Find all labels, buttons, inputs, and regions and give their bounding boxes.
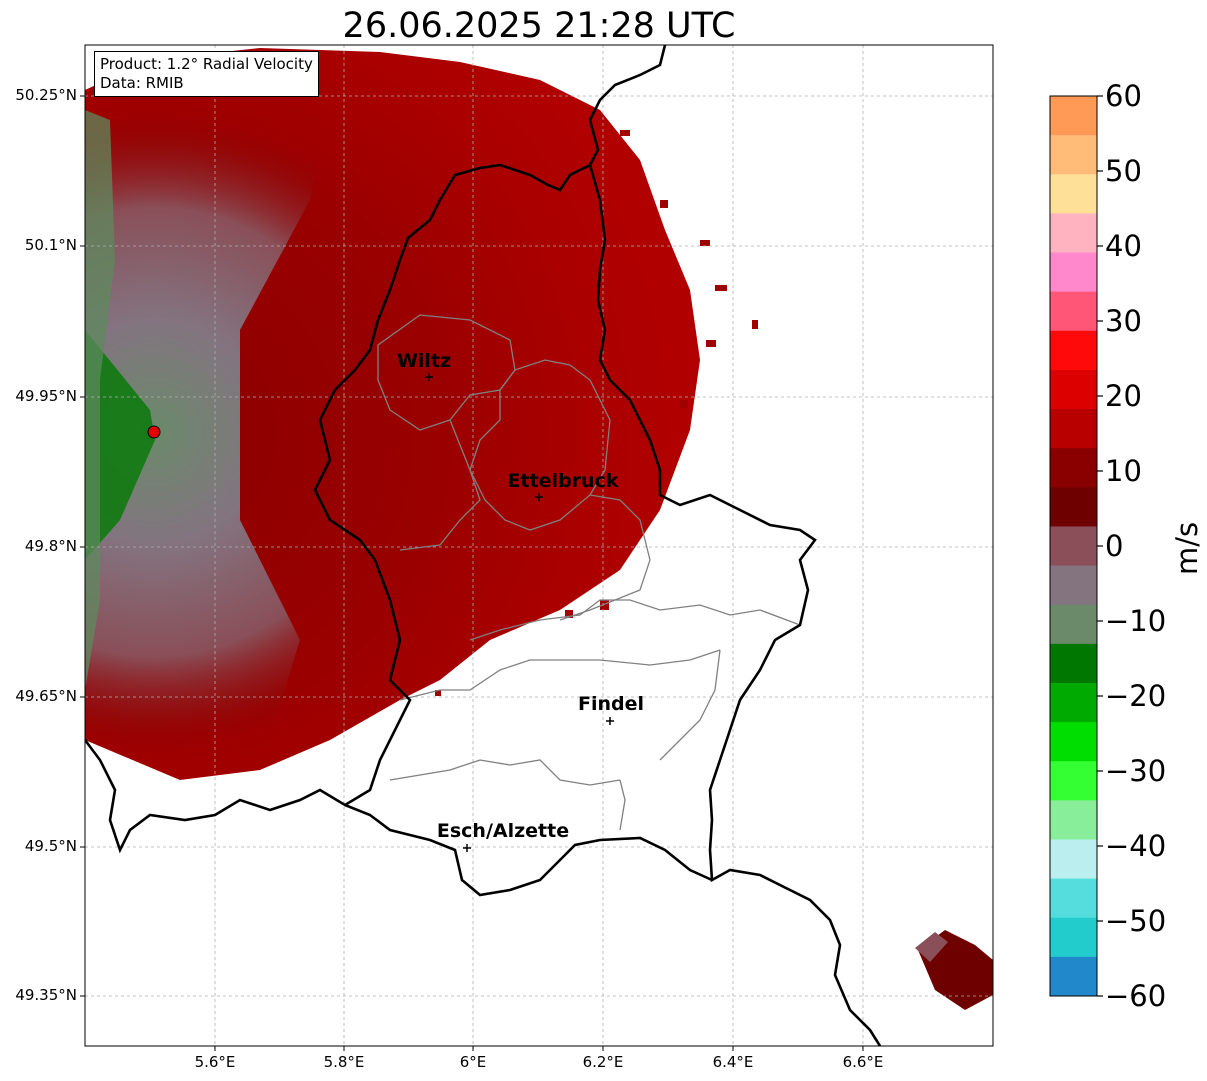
- colorbar-band: [1050, 409, 1097, 449]
- colorbar-band: [1050, 96, 1097, 136]
- product-label: Product: 1.2° Radial Velocity: [100, 55, 313, 73]
- colorbar-tick-label: 30: [1105, 304, 1142, 338]
- colorbar-tick-label: −40: [1105, 829, 1167, 863]
- colorbar-band: [1050, 174, 1097, 214]
- radar-speckle: [435, 130, 758, 696]
- colorbar-tick-label: 0: [1105, 529, 1124, 563]
- lat-label: 49.95°N: [15, 387, 77, 405]
- data-source-label: Data: RMIB: [100, 74, 184, 92]
- colorbar-band: [1050, 917, 1097, 958]
- colorbar-unit-label: m/s: [1170, 521, 1204, 575]
- lat-label: 49.35°N: [15, 986, 77, 1004]
- colorbar-band: [1050, 800, 1097, 840]
- lon-label: 6°E: [459, 1053, 487, 1071]
- colorbar-tick-label: −10: [1105, 604, 1167, 638]
- colorbar-tick-label: −20: [1105, 679, 1167, 713]
- colorbar-band: [1050, 956, 1097, 997]
- lon-label: 6.6°E: [842, 1053, 884, 1071]
- colorbar-band: [1050, 604, 1097, 645]
- axis-ticks: [80, 95, 864, 1051]
- colorbar-band: [1050, 135, 1097, 175]
- lon-label: 5.8°E: [323, 1053, 365, 1071]
- country-borders: [85, 45, 882, 1046]
- lon-label: 6.4°E: [712, 1053, 754, 1071]
- product-info-box: Product: 1.2° Radial Velocity Data: RMIB: [94, 51, 319, 97]
- lon-label: 6.2°E: [582, 1053, 624, 1071]
- colorbar-tick-label: 60: [1105, 79, 1142, 113]
- colorbar-tick-label: −30: [1105, 754, 1167, 788]
- colorbar-bands: [1050, 96, 1097, 997]
- colorbar-tick-label: 20: [1105, 379, 1142, 413]
- colorbar-band: [1050, 252, 1097, 293]
- grid: [85, 45, 993, 1046]
- colorbar-band: [1050, 213, 1097, 254]
- colorbar-tick-label: −50: [1105, 904, 1167, 938]
- radar-near-zero-sector: [85, 50, 330, 780]
- city-label-wiltz: Wiltz: [396, 350, 452, 372]
- colorbar-band: [1050, 448, 1097, 488]
- lat-label: 50.25°N: [15, 86, 77, 104]
- colorbar-band: [1050, 839, 1097, 880]
- radar-site-marker: [147, 425, 161, 439]
- canton-boundaries: [377, 314, 801, 831]
- colorbar-ticks: [1097, 95, 1103, 997]
- colorbar-band: [1050, 643, 1097, 684]
- city-label-findel: Findel: [577, 693, 645, 715]
- lat-label: 49.8°N: [24, 537, 77, 555]
- colorbar-band: [1050, 682, 1097, 723]
- colorbar-band: [1050, 722, 1097, 762]
- colorbar-band: [1050, 565, 1097, 606]
- city-label-esch: Esch/Alzette: [436, 820, 570, 842]
- city-markers: [425, 373, 614, 852]
- colorbar-tick-label: 40: [1105, 229, 1142, 263]
- colorbar-band: [1050, 330, 1097, 371]
- city-label-ettelbruck: Ettelbruck: [507, 470, 619, 492]
- lat-label: 50.1°N: [24, 236, 77, 254]
- colorbar-tick-label: 10: [1105, 454, 1142, 488]
- colorbar-tick-label: 50: [1105, 154, 1142, 188]
- lat-label: 49.5°N: [24, 837, 77, 855]
- colorbar-band: [1050, 761, 1097, 801]
- map-title: 26.06.2025 21:28 UTC: [342, 6, 736, 46]
- plot-frame: [84, 44, 994, 1047]
- radar-green-core: [85, 330, 155, 560]
- lat-label: 49.65°N: [15, 687, 77, 705]
- radar-echo-se-edge: [915, 932, 948, 962]
- colorbar-band: [1050, 526, 1097, 567]
- colorbar-band: [1050, 878, 1097, 919]
- colorbar-tick-label: −60: [1105, 979, 1167, 1013]
- colorbar-band: [1050, 369, 1097, 410]
- colorbar-band: [1050, 291, 1097, 332]
- lon-label: 5.6°E: [194, 1053, 236, 1071]
- colorbar-band: [1050, 487, 1097, 527]
- radar-green-band: [85, 110, 115, 690]
